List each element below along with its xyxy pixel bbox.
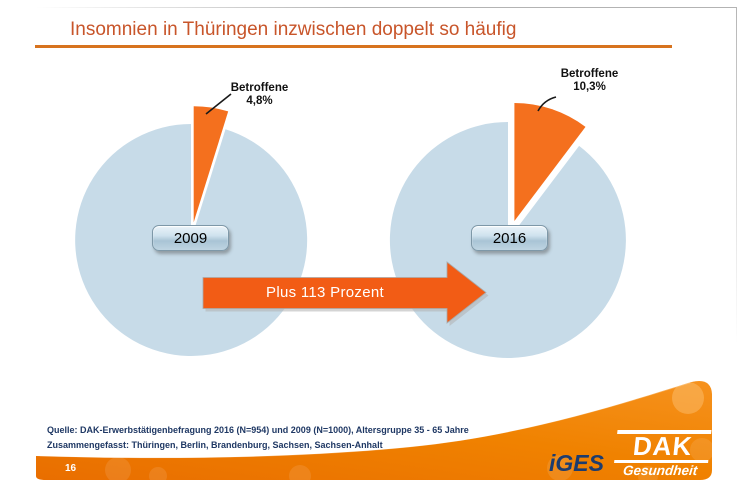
callout-line-2009: [205, 93, 232, 115]
footer-source-line2: Zusammengefasst: Thüringen, Berlin, Bran…: [47, 439, 383, 450]
dak-logo-subtext: Gesundheit: [622, 463, 699, 478]
swoosh-shape: [36, 381, 712, 480]
slide-title: Insomnien in Thüringen inzwischen doppel…: [70, 19, 517, 40]
callout-2009-value: 4,8%: [246, 95, 273, 107]
callout-2016-value: 10,3%: [573, 81, 606, 93]
year-button-2009[interactable]: 2009: [152, 225, 229, 251]
pie-2016-betroffene-slice: [514, 103, 586, 221]
swoosh-bubbles: [105, 382, 712, 480]
year-button-2016[interactable]: 2016: [471, 225, 548, 251]
growth-arrow: [202, 261, 487, 324]
slide-top-edge: [36, 7, 736, 8]
pie-2009-betroffene-slice: [193, 106, 229, 223]
footer-swoosh: [36, 380, 712, 480]
swoosh-highlight: [39, 380, 691, 459]
growth-arrow-label: Plus 113 Prozent: [266, 284, 384, 301]
dak-logo-wordmark: DAK: [631, 431, 695, 461]
callout-2009: Betroffene 4,8%: [212, 82, 307, 108]
slide-right-edge: [736, 7, 737, 457]
footer-source: Quelle: DAK-Erwerbstätigenbefragung 2016…: [47, 423, 557, 452]
page-number: 16: [65, 463, 77, 474]
title-underline: [35, 45, 672, 48]
callout-2009-label: Betroffene: [230, 82, 289, 94]
footer-source-line1: Quelle: DAK-Erwerbstätigenbefragung 2016…: [47, 425, 469, 435]
callout-line-2016: [537, 96, 557, 112]
iges-logo: iGES: [549, 450, 604, 476]
callout-2016: Betroffene 10,3%: [542, 68, 637, 94]
dak-logo: DAK Gesundheit: [609, 430, 714, 478]
callout-2016-label: Betroffene: [560, 68, 619, 80]
